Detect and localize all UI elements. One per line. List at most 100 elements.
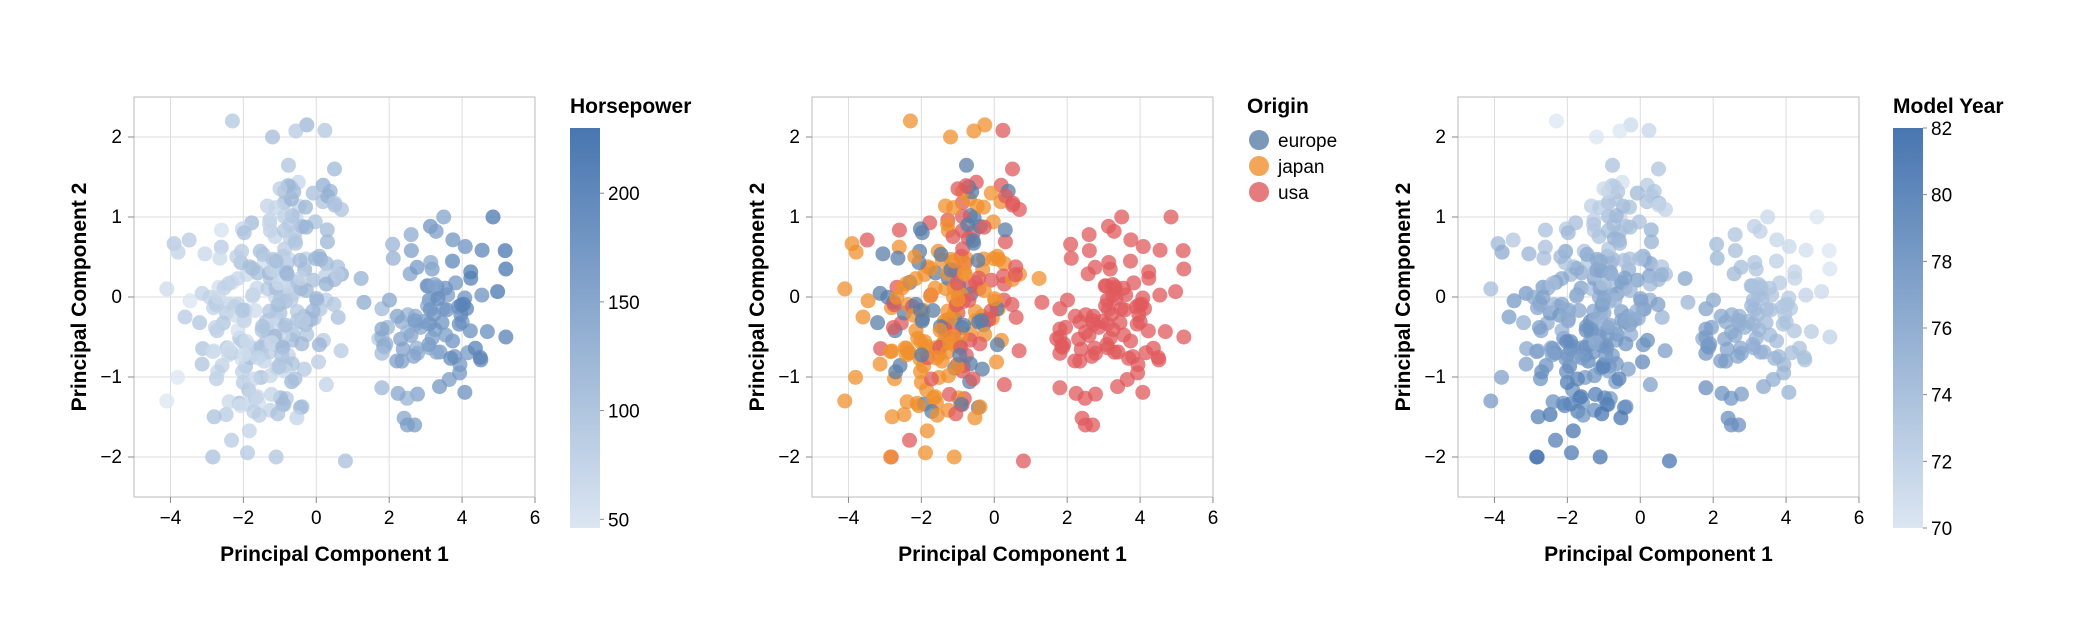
data-point	[923, 288, 939, 304]
y-tick-label: 2	[789, 127, 800, 148]
points-layer	[1483, 113, 1838, 469]
data-point	[1731, 313, 1747, 329]
data-point	[1521, 246, 1537, 262]
data-point	[971, 270, 987, 286]
data-point	[453, 297, 469, 313]
data-point	[1698, 380, 1714, 396]
data-point	[967, 410, 983, 426]
data-point	[1011, 201, 1027, 217]
data-point	[1563, 445, 1579, 461]
data-point	[296, 361, 312, 377]
data-point	[1602, 317, 1618, 333]
data-point	[1595, 359, 1611, 375]
data-point	[1612, 235, 1628, 251]
data-point	[1822, 329, 1838, 345]
data-point	[1505, 232, 1521, 248]
data-point	[1657, 343, 1673, 359]
data-point	[1598, 347, 1614, 363]
data-point	[1100, 301, 1116, 317]
data-point	[194, 356, 210, 372]
legend-tick-label: 150	[608, 293, 640, 314]
data-point	[333, 343, 349, 359]
data-point	[1709, 250, 1725, 266]
y-tick-label: −1	[778, 367, 800, 388]
data-point	[236, 347, 252, 363]
data-point	[1483, 281, 1499, 297]
data-point	[282, 217, 298, 233]
data-point	[1068, 385, 1084, 401]
data-point	[1747, 254, 1763, 270]
data-point	[976, 219, 992, 235]
data-point	[434, 315, 450, 331]
data-point	[287, 371, 303, 387]
data-point	[950, 181, 966, 197]
data-point	[1767, 350, 1783, 366]
data-point	[423, 254, 439, 270]
data-point	[1501, 309, 1517, 325]
data-point	[1011, 343, 1027, 359]
legend-title: Horsepower	[570, 95, 691, 118]
data-point	[385, 250, 401, 266]
data-point	[1548, 113, 1564, 129]
data-point	[986, 251, 1002, 267]
data-point	[949, 359, 965, 375]
data-point	[837, 281, 853, 297]
data-point	[1622, 219, 1638, 235]
chart-panel-1: −4 −2 0 2 4 6 −2 −1 0 1 2 Principal Component 1 Prin…	[68, 95, 691, 566]
data-point	[1163, 209, 1179, 225]
data-point	[1483, 393, 1499, 409]
data-point	[403, 243, 419, 259]
data-point	[159, 393, 175, 409]
data-point	[919, 423, 935, 439]
data-point	[327, 161, 342, 177]
y-tick-label: 1	[1435, 207, 1446, 228]
data-point	[1119, 371, 1135, 387]
data-point	[1775, 316, 1791, 332]
data-point	[234, 302, 250, 318]
y-tick-label: 0	[111, 287, 122, 308]
data-point	[1121, 350, 1137, 366]
data-point	[211, 289, 227, 305]
data-point	[1106, 223, 1122, 239]
x-tick-label: 0	[1635, 508, 1646, 529]
data-point	[326, 297, 342, 313]
data-point	[263, 386, 279, 402]
chart-panel-2: −4 −2 0 2 4 6 −2 −1 0 1 2 Principal Component 1 Prin…	[746, 95, 1337, 566]
data-point	[255, 246, 271, 262]
data-point	[233, 398, 249, 414]
data-point	[245, 288, 261, 304]
data-point	[1101, 254, 1117, 270]
data-point	[1506, 293, 1522, 309]
data-point	[1544, 276, 1560, 292]
y-tick-label: −2	[100, 447, 122, 468]
data-point	[1087, 259, 1103, 275]
data-point	[1809, 209, 1825, 225]
legend-tick-label: 76	[1931, 319, 1952, 340]
data-point	[1535, 289, 1551, 305]
data-point	[280, 157, 296, 173]
data-point	[399, 417, 415, 433]
data-point	[337, 453, 353, 469]
data-point	[1622, 199, 1638, 215]
data-point	[1569, 371, 1585, 387]
data-point	[330, 309, 346, 325]
data-point	[1537, 222, 1553, 238]
data-point	[929, 407, 945, 423]
data-point	[943, 129, 959, 145]
data-point	[428, 223, 444, 239]
data-point	[890, 250, 906, 266]
data-point	[319, 222, 335, 238]
data-point	[1059, 292, 1075, 308]
data-point	[305, 303, 321, 319]
data-point	[1084, 348, 1100, 364]
x-tick-label: −2	[911, 508, 933, 529]
data-point	[309, 291, 325, 307]
data-point	[1643, 234, 1659, 250]
data-point	[1008, 309, 1024, 325]
legend-colorbar	[1893, 128, 1923, 528]
data-point	[1145, 340, 1161, 356]
data-point	[976, 199, 992, 215]
data-point	[914, 225, 930, 241]
legend-tick-label: 200	[608, 184, 640, 205]
data-point	[1063, 236, 1079, 252]
